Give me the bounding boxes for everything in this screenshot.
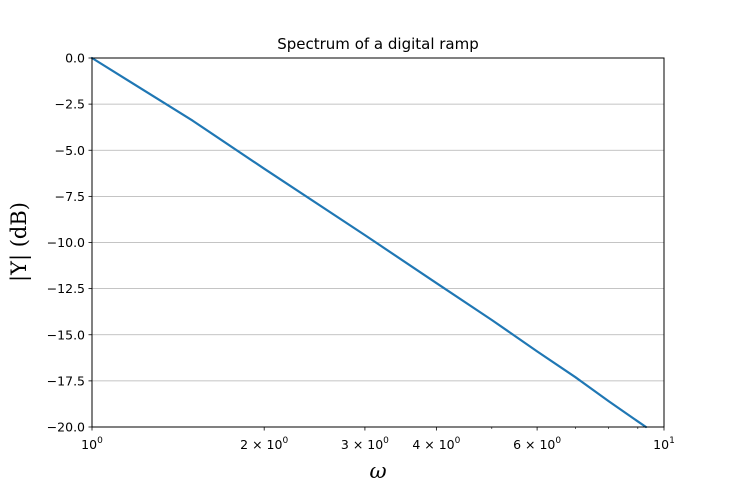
y-tick-label: −10.0 bbox=[47, 235, 85, 250]
y-tick-label: −17.5 bbox=[47, 373, 85, 388]
x-tick-label: 2 × 100 bbox=[240, 436, 288, 452]
y-tick-label: −15.0 bbox=[47, 327, 85, 342]
y-tick-label: 0.0 bbox=[65, 51, 85, 66]
y-tick-label: −20.0 bbox=[47, 420, 85, 435]
y-tick-label: −2.5 bbox=[55, 97, 85, 112]
x-axis-ticks: 100 2 × 100 3 × 100 4 × 100 6 × 100 101 bbox=[81, 427, 675, 452]
y-tick-label: −7.5 bbox=[55, 189, 85, 204]
x-tick-label: 6 × 100 bbox=[513, 436, 561, 452]
y-axis-label: |Y| (dB) bbox=[7, 202, 32, 282]
x-tick-label: 3 × 100 bbox=[341, 436, 389, 452]
x-axis-label: ω bbox=[369, 459, 386, 480]
chart-title: Spectrum of a digital ramp bbox=[277, 35, 479, 53]
grid-lines bbox=[92, 103, 664, 382]
x-tick-label: 4 × 100 bbox=[412, 436, 460, 452]
series-layer bbox=[90, 56, 648, 429]
y-tick-label: −5.0 bbox=[55, 143, 85, 158]
y-axis-ticks: 0.0 −2.5 −5.0 −7.5 −10.0 −12.5 −15.0 −17.5 −20.0 bbox=[47, 51, 92, 435]
y-tick-label: −12.5 bbox=[47, 281, 85, 296]
series-line bbox=[90, 56, 648, 429]
